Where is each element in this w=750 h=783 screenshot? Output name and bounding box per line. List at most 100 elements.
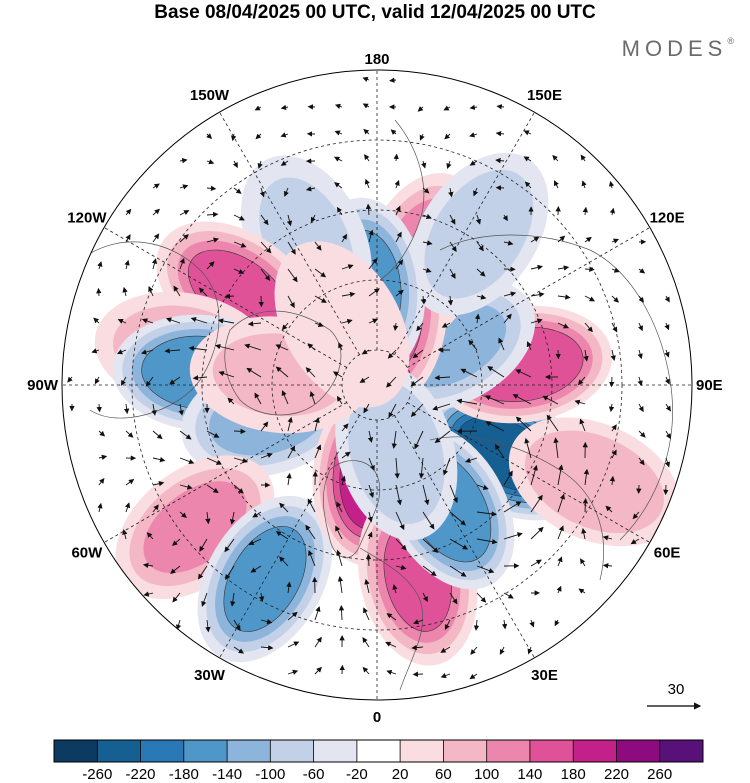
longitude-label-120e: 120E: [650, 210, 685, 227]
wind-arrow: [526, 341, 532, 351]
wind-arrow: [395, 564, 407, 570]
wind-arrow: [434, 430, 451, 444]
wind-arrow: [286, 472, 292, 486]
wind-arrow: [394, 180, 400, 189]
wind-arrow: [487, 366, 505, 378]
wind-arrow: [530, 526, 544, 540]
wind-arrow: [336, 206, 343, 216]
wind-arrow: [151, 403, 157, 416]
wind-arrow: [280, 132, 289, 138]
wind-arrow: [260, 214, 269, 226]
wind-arrow: [422, 240, 433, 246]
wind-arrow: [314, 606, 321, 621]
wind-arrow: [557, 493, 565, 513]
colorbar-swatch: [54, 740, 98, 762]
wind-arrow: [637, 376, 643, 387]
wind-arrow: [206, 484, 219, 494]
wind-arrow: [578, 588, 586, 594]
wind-arrow: [337, 576, 344, 594]
wind-arrow: [434, 375, 451, 381]
wind-arrow: [475, 214, 482, 225]
wind-arrow: [364, 578, 370, 594]
wind-arrow: [449, 538, 469, 550]
wind-arrow: [314, 666, 322, 675]
longitude-label-30w: 30W: [194, 667, 226, 684]
wind-arrow: [122, 286, 128, 297]
wind-arrow: [469, 104, 478, 111]
wind-arrow: [152, 430, 163, 440]
wind-arrow: [391, 430, 397, 449]
wind-arrow: [178, 403, 184, 416]
wind-arrow: [248, 538, 262, 546]
wind-arrow: [362, 666, 370, 675]
wind-arrow: [152, 233, 160, 243]
wind-arrow: [410, 403, 424, 417]
colorbar-frame: [53, 739, 704, 763]
wind-arrow: [368, 288, 380, 297]
meridian-line: [104, 402, 347, 543]
wind-arrow: [179, 484, 193, 490]
wind-arrow: [125, 478, 135, 486]
wind-arrow: [97, 502, 103, 513]
brand-registered-mark: ®: [727, 36, 734, 46]
wind-arrow: [502, 214, 508, 222]
wind-arrow: [392, 584, 398, 594]
wind-arrow: [250, 565, 262, 573]
wind-arrow: [630, 538, 640, 545]
wind-arrow: [314, 321, 324, 327]
wind-arrow: [334, 156, 343, 162]
wind-arrow: [224, 293, 235, 299]
wind-arrow: [637, 349, 643, 360]
wind-arrow: [530, 264, 543, 271]
wind-arrow: [165, 317, 181, 324]
wind-arrow: [334, 103, 343, 109]
wind-arrow: [368, 229, 374, 243]
wind-arrow: [449, 214, 456, 225]
wind-arrow: [252, 511, 262, 518]
wind-arrow: [233, 268, 245, 274]
wind-arrow: [524, 181, 532, 189]
colorbar-tick-label: -180: [169, 766, 199, 783]
wind-arrow: [141, 349, 154, 355]
wind-arrow: [117, 318, 127, 324]
wind-arrow: [338, 342, 344, 351]
wind-arrow: [67, 376, 73, 383]
wind-arrow: [179, 184, 189, 190]
wind-arrow: [515, 369, 532, 378]
wind-arrow: [224, 538, 235, 553]
wind-arrow: [152, 504, 159, 513]
wind-arrow: [206, 430, 220, 438]
wind-arrow: [542, 395, 559, 405]
wind-arrow: [233, 619, 241, 631]
wind-arrow: [496, 104, 505, 110]
wind-arrow: [341, 423, 349, 432]
wind-arrow: [632, 511, 640, 520]
wind-arrow: [386, 613, 397, 621]
wind-arrow: [122, 529, 128, 540]
wind-arrow: [664, 349, 670, 358]
wind-arrow: [432, 403, 451, 411]
wind-arrow: [469, 673, 478, 680]
colorbar-swatch: [659, 740, 704, 762]
wind-arrow: [145, 376, 154, 387]
wind-arrow: [179, 157, 188, 164]
wind-arrow: [582, 206, 589, 216]
wind-arrow: [530, 464, 538, 486]
wind-arrow: [602, 562, 613, 569]
wind-arrow: [308, 549, 316, 567]
wind-arrow: [446, 160, 452, 169]
wind-arrow: [449, 511, 466, 526]
longitude-labels: 180 150E 120E 90E 60E 30E 0 30W 60W 90W 120W 150W: [27, 51, 723, 726]
wind-arrow: [258, 592, 265, 602]
wind-arrow: [386, 376, 397, 388]
wind-arrow: [96, 287, 102, 297]
wind-arrow: [449, 241, 457, 252]
wind-arrow: [206, 159, 215, 165]
wind-arrow: [206, 261, 215, 270]
wind-arrow: [414, 430, 424, 450]
colorbar-swatch: [183, 740, 228, 762]
wind-arrow: [283, 187, 289, 197]
colorbar-tick-label: -60: [303, 766, 325, 783]
wind-arrow: [422, 187, 430, 194]
wind-arrow: [152, 456, 166, 463]
